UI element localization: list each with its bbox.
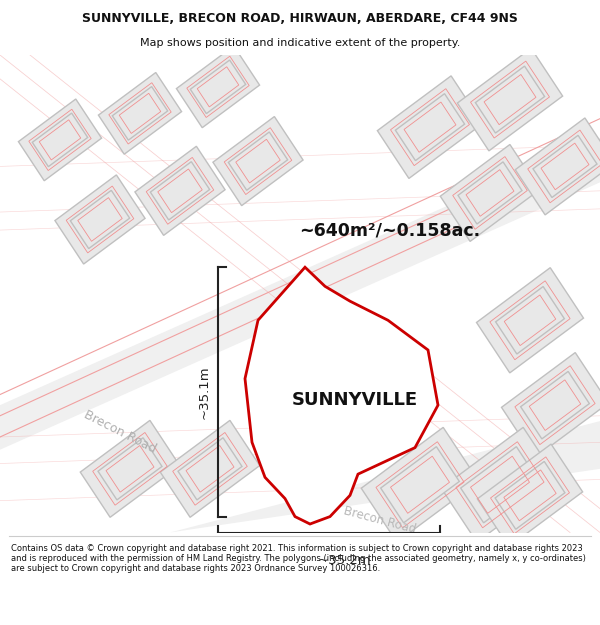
Text: ~640m²/~0.158ac.: ~640m²/~0.158ac. [299, 221, 481, 239]
Text: Map shows position and indicative extent of the property.: Map shows position and indicative extent… [140, 39, 460, 49]
Polygon shape [19, 99, 101, 181]
Polygon shape [361, 428, 479, 542]
Polygon shape [478, 444, 583, 547]
Text: Brecon Road: Brecon Road [343, 504, 418, 536]
Polygon shape [380, 447, 460, 523]
Polygon shape [160, 421, 260, 518]
Polygon shape [245, 268, 438, 524]
Text: SUNNYVILLE: SUNNYVILLE [292, 391, 418, 409]
Polygon shape [515, 118, 600, 215]
Text: Brecon Road: Brecon Road [82, 408, 158, 456]
Polygon shape [98, 438, 162, 500]
Polygon shape [80, 421, 180, 518]
Polygon shape [495, 461, 565, 529]
Polygon shape [457, 48, 563, 151]
Polygon shape [441, 428, 559, 542]
Polygon shape [440, 144, 540, 241]
Text: ~35.1m: ~35.1m [197, 365, 211, 419]
Polygon shape [0, 421, 600, 532]
Polygon shape [190, 60, 245, 114]
Polygon shape [151, 162, 209, 220]
Polygon shape [135, 146, 225, 236]
Polygon shape [176, 46, 260, 128]
Text: ~35.2m: ~35.2m [317, 554, 371, 567]
Polygon shape [458, 162, 522, 224]
Polygon shape [461, 447, 539, 523]
Polygon shape [55, 175, 145, 264]
Polygon shape [213, 116, 303, 206]
Polygon shape [112, 87, 167, 140]
Polygon shape [98, 72, 182, 154]
Polygon shape [502, 352, 600, 458]
Text: SUNNYVILLE, BRECON ROAD, HIRWAUN, ABERDARE, CF44 9NS: SUNNYVILLE, BRECON ROAD, HIRWAUN, ABERDA… [82, 12, 518, 25]
Polygon shape [476, 268, 583, 373]
Polygon shape [377, 76, 482, 179]
Polygon shape [178, 438, 242, 500]
Polygon shape [475, 66, 545, 133]
Polygon shape [32, 113, 88, 167]
Text: Contains OS data © Crown copyright and database right 2021. This information is : Contains OS data © Crown copyright and d… [11, 544, 586, 573]
Polygon shape [395, 94, 464, 161]
Polygon shape [521, 371, 589, 439]
Polygon shape [70, 191, 130, 249]
Polygon shape [533, 136, 597, 198]
Polygon shape [229, 132, 287, 190]
Polygon shape [0, 138, 600, 450]
Polygon shape [496, 286, 565, 354]
